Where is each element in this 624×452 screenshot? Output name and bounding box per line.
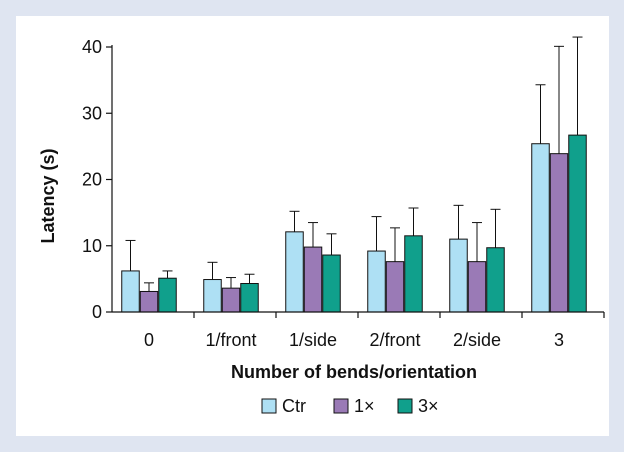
x-tick-label: 2/side (453, 330, 501, 350)
bar (121, 270, 140, 313)
x-tick-label: 3 (554, 330, 564, 350)
y-tick-label: 40 (82, 37, 102, 57)
bar (486, 247, 505, 313)
chart-card: 0 10 20 30 40 0 1/front 1/side 2/front 2/side 3 La… (16, 16, 609, 436)
bar (385, 261, 405, 313)
bar (467, 261, 487, 313)
x-axis-title: Number of bends/orientation (231, 362, 477, 382)
bar (158, 277, 177, 313)
bar (322, 254, 341, 313)
bars-layer (121, 134, 587, 313)
bar (203, 279, 222, 313)
bar (139, 290, 159, 313)
legend-label: 1× (354, 396, 375, 416)
y-tick-label: 0 (92, 302, 102, 322)
bar (240, 283, 259, 313)
tick-labels-layer: 0 10 20 30 40 0 1/front 1/side 2/front 2/side 3 (82, 37, 564, 350)
bar (285, 231, 304, 313)
x-tick-label: 0 (144, 330, 154, 350)
legend-label: Ctr (282, 396, 306, 416)
bar (531, 143, 550, 313)
legend-swatch (397, 398, 413, 414)
x-tick-label: 1/front (205, 330, 256, 350)
error-bars-layer (125, 36, 583, 292)
legend-swatch (333, 398, 349, 414)
legend: Ctr 1× 3× (261, 396, 439, 416)
axes-layer (106, 45, 605, 318)
legend-label: 3× (418, 396, 439, 416)
x-tick-label: 2/front (369, 330, 420, 350)
y-axis-title: Latency (s) (38, 148, 58, 243)
bar (303, 246, 323, 313)
bar (404, 235, 423, 313)
y-tick-label: 30 (82, 103, 102, 123)
y-tick-label: 20 (82, 170, 102, 190)
bar (367, 250, 386, 313)
bar (568, 134, 587, 313)
bar (221, 287, 241, 313)
bar (449, 238, 468, 313)
legend-swatch (261, 398, 277, 414)
x-tick-label: 1/side (289, 330, 337, 350)
y-tick-label: 10 (82, 236, 102, 256)
bar (549, 153, 569, 313)
bar-chart: 0 10 20 30 40 0 1/front 1/side 2/front 2/side 3 La… (38, 36, 605, 416)
